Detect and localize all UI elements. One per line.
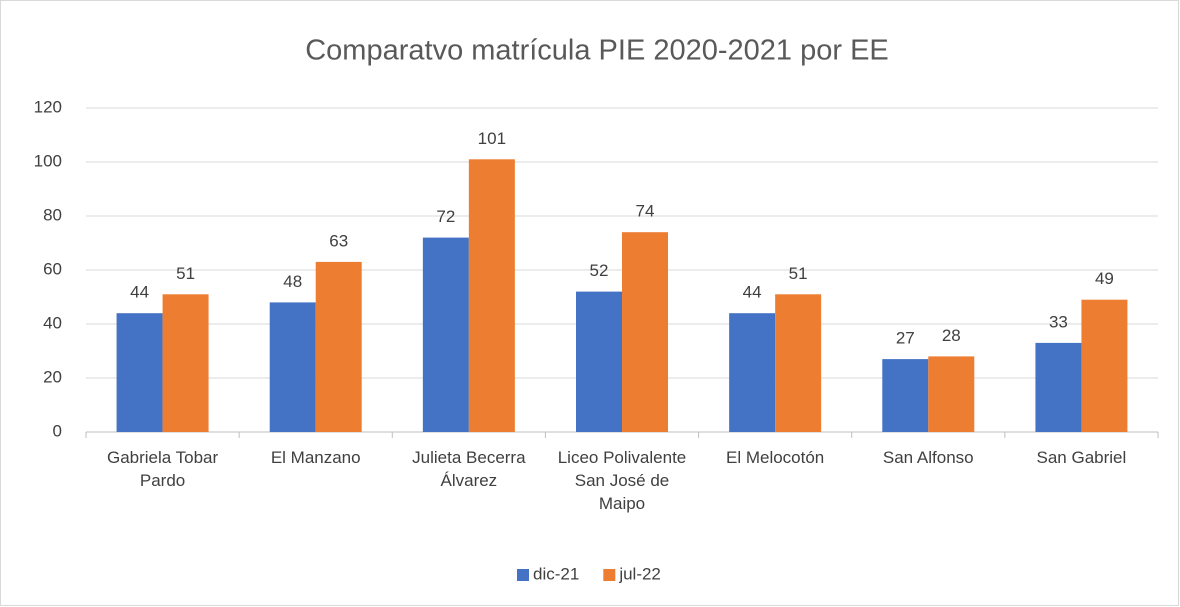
data-label: 72 (436, 207, 455, 226)
data-label: 44 (130, 283, 149, 302)
x-tick-label: Gabriela Tobar Pardo (106, 448, 219, 490)
bar (269, 302, 316, 432)
data-label: 49 (1095, 269, 1114, 288)
data-label: 51 (789, 264, 808, 283)
x-tick-label: Julieta Becerra Álvarez (412, 448, 526, 490)
y-tick-label: 120 (34, 97, 62, 116)
y-tick-label: 80 (43, 205, 62, 224)
bar (315, 261, 362, 432)
bar (882, 359, 929, 432)
x-tick-label-box: Julieta Becerra Álvarez (412, 448, 526, 490)
x-tick-label: El Melocotón (725, 448, 825, 467)
bar (928, 356, 975, 432)
x-tick-label-box: Gabriela Tobar Pardo (106, 448, 219, 490)
legend-swatch (603, 569, 616, 581)
legend-swatch (517, 569, 529, 581)
x-tick-label: San Gabriel (1036, 448, 1127, 467)
bar (162, 294, 209, 432)
data-label: 48 (283, 272, 302, 291)
data-label: 27 (896, 329, 915, 348)
y-tick-label: 20 (43, 367, 62, 386)
bar (116, 313, 163, 432)
bar (729, 313, 776, 432)
x-tick-label: Liceo Polivalente San José de Maipo (557, 448, 687, 513)
y-tick-label: 0 (53, 421, 62, 440)
y-tick-label: 100 (34, 151, 62, 170)
bar (576, 291, 622, 432)
y-tick-label: 40 (43, 313, 62, 332)
bar (1035, 342, 1082, 432)
legend-label: dic-21 (533, 564, 579, 583)
bar (775, 294, 822, 432)
x-tick-label: El Manzano (270, 448, 361, 467)
data-label: 101 (478, 129, 506, 148)
data-label: 44 (743, 283, 762, 302)
x-tick-label: San Alfonso (882, 448, 974, 467)
y-tick-label: 60 (43, 259, 62, 278)
x-tick-label-box: San Gabriel (1036, 448, 1127, 467)
x-tick-label-box: El Manzano (270, 448, 361, 467)
bar (422, 237, 469, 432)
data-label: 33 (1049, 312, 1068, 331)
bar (622, 232, 668, 432)
legend-label: jul-22 (618, 564, 661, 583)
data-label: 63 (329, 231, 348, 250)
data-label: 51 (176, 264, 195, 283)
x-tick-label-box: Liceo Polivalente San José de Maipo (557, 448, 687, 513)
data-label: 52 (590, 261, 609, 280)
x-tick-label-box: San Alfonso (882, 448, 974, 467)
data-label: 74 (636, 202, 655, 221)
bar (1081, 299, 1128, 432)
x-tick-label-box: El Melocotón (725, 448, 825, 467)
data-label: 28 (942, 326, 961, 345)
chart-title: Comparatvo matrícula PIE 2020-2021 por E… (305, 35, 889, 67)
bar (468, 159, 515, 433)
